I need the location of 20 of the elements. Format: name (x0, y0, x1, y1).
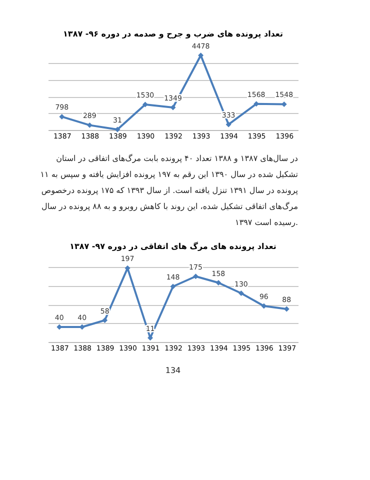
point (170, 104, 176, 110)
text: پرونده در سال ۱۳۹۱ تنزل یافته است. از سال ۱۳۹۳ که ۱۷۵ پرونده درخصوص (41, 186, 298, 195)
point (102, 318, 108, 323)
point (192, 274, 198, 280)
point (216, 280, 222, 286)
point (59, 114, 65, 120)
point (86, 122, 92, 128)
point (142, 102, 148, 108)
point (238, 290, 244, 296)
chart-title: تعداد پرونده های مرگ های اتفاقی در دوره ۹۷- ۱۳۸۷ (70, 241, 276, 252)
text: تشکیل شده در سال ۱۳۹۰ این رقم به ۱۹۷ پرونده افزایش یافته و سپس به ۱۱ (40, 170, 298, 179)
point (114, 126, 120, 132)
text: 134 (165, 366, 181, 375)
point (170, 284, 176, 290)
chart-title: تعداد پرونده های ضرب و جرح و صدمه در دوره ۹۶- ۱۳۸۷ (63, 29, 283, 38)
point (198, 52, 204, 58)
point (226, 122, 232, 128)
text: ۱۳۹۷ رسیده است. (235, 218, 298, 227)
text: مرگ‌های اتفاقی تشکیل شده، این روند با کاهش روبرو و به ۸۸ پرونده در سال (42, 201, 298, 211)
text: در سال‌های ۱۳۸۷ و ۱۳۸۸ تعداد ۴۰ پرونده بابت مرگ‌های اتفاقی در استان (56, 153, 298, 163)
